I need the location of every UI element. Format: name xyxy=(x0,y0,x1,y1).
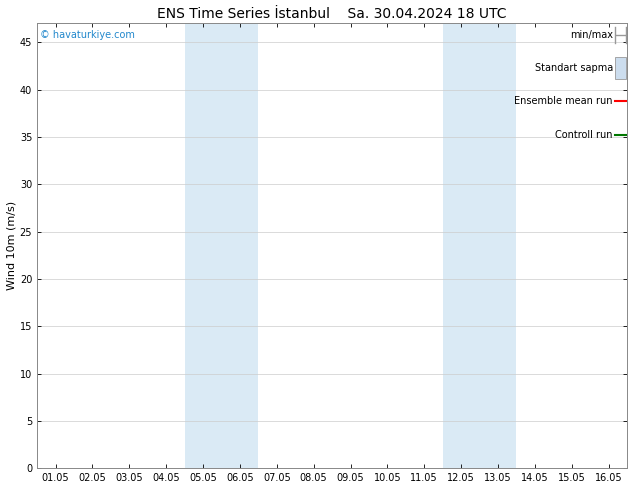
Text: min/max: min/max xyxy=(570,29,613,40)
Bar xyxy=(615,57,626,79)
Title: ENS Time Series İstanbul    Sa. 30.04.2024 18 UTC: ENS Time Series İstanbul Sa. 30.04.2024 … xyxy=(157,7,507,21)
Y-axis label: Wind 10m (m/s): Wind 10m (m/s) xyxy=(7,201,17,291)
Text: Ensemble mean run: Ensemble mean run xyxy=(514,97,613,106)
Text: Controll run: Controll run xyxy=(555,130,613,140)
Bar xyxy=(184,24,258,468)
Text: Standart sapma: Standart sapma xyxy=(534,63,613,73)
Bar xyxy=(443,24,517,468)
Text: © havaturkiye.com: © havaturkiye.com xyxy=(40,30,135,40)
